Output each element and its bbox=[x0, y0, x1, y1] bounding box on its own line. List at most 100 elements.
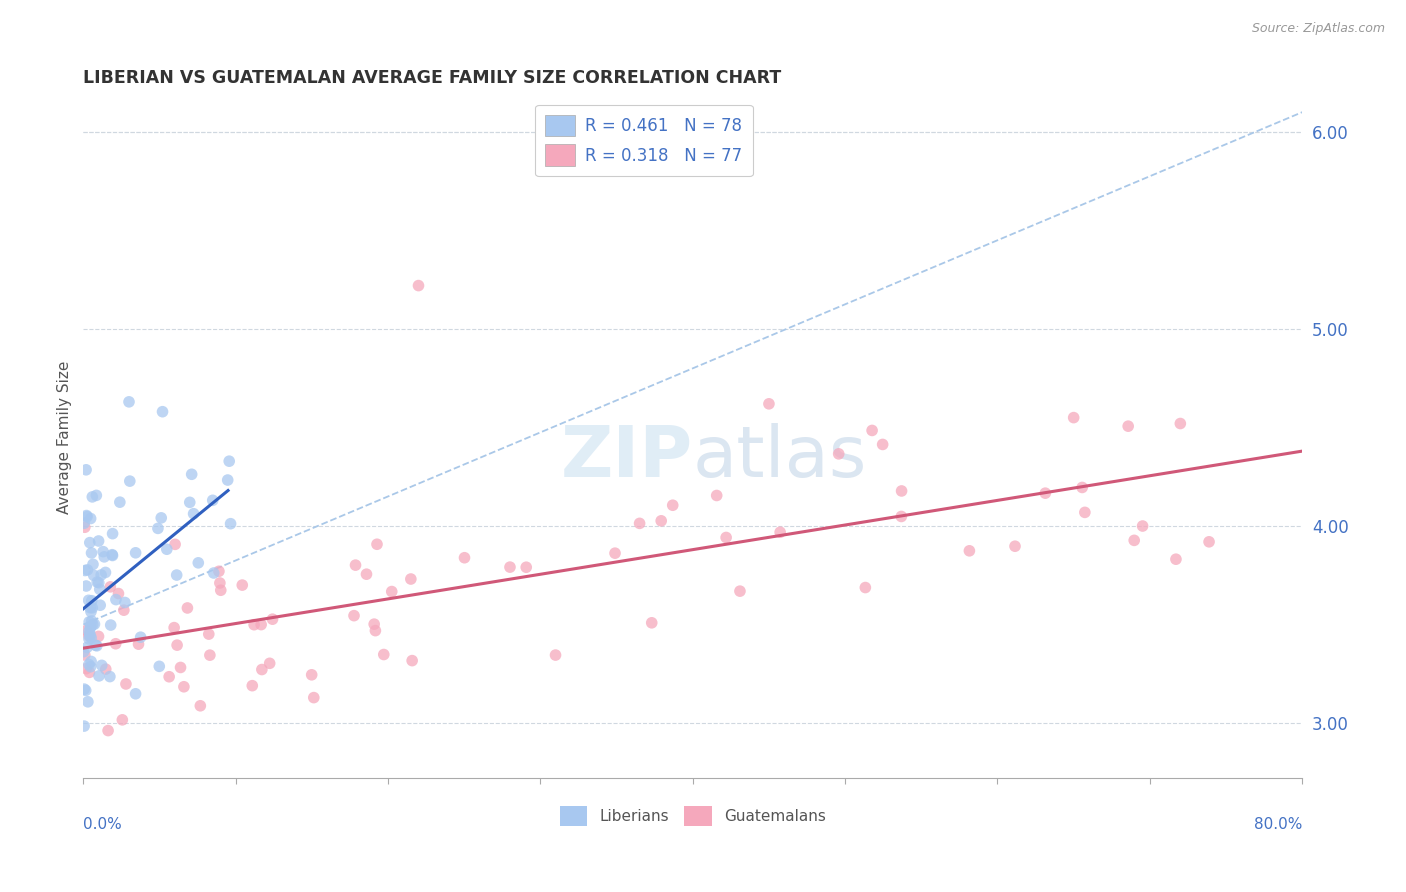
Text: LIBERIAN VS GUATEMALAN AVERAGE FAMILY SIZE CORRELATION CHART: LIBERIAN VS GUATEMALAN AVERAGE FAMILY SI… bbox=[83, 69, 782, 87]
Point bbox=[104, 637, 127, 651]
Point bbox=[209, 583, 232, 598]
Point bbox=[86, 639, 108, 653]
Point bbox=[148, 659, 170, 673]
Point bbox=[75, 579, 97, 593]
Point bbox=[76, 563, 98, 577]
Point bbox=[259, 657, 281, 671]
Point bbox=[1198, 534, 1220, 549]
Point bbox=[89, 582, 111, 597]
Point bbox=[628, 516, 651, 531]
Point bbox=[82, 600, 104, 615]
Point bbox=[243, 617, 266, 632]
Point bbox=[714, 531, 737, 545]
Point bbox=[361, 785, 384, 799]
Point bbox=[208, 576, 231, 591]
Point bbox=[302, 690, 325, 705]
Point bbox=[87, 629, 110, 643]
Point bbox=[301, 668, 323, 682]
Point bbox=[76, 624, 98, 638]
Point bbox=[101, 526, 124, 541]
Point bbox=[218, 454, 240, 468]
Point bbox=[77, 593, 100, 607]
Point bbox=[101, 549, 124, 563]
Point bbox=[240, 679, 263, 693]
Point bbox=[152, 405, 174, 419]
Point bbox=[1164, 552, 1187, 566]
Point bbox=[79, 535, 101, 549]
Point bbox=[515, 560, 537, 574]
Point bbox=[262, 612, 284, 626]
Point bbox=[73, 564, 96, 578]
Point bbox=[179, 495, 201, 509]
Point bbox=[90, 658, 112, 673]
Point bbox=[860, 424, 883, 438]
Point bbox=[1116, 419, 1139, 434]
Point bbox=[890, 509, 912, 524]
Point bbox=[188, 698, 211, 713]
Point bbox=[128, 637, 150, 651]
Point bbox=[80, 546, 103, 560]
Point bbox=[401, 654, 423, 668]
Point bbox=[79, 665, 101, 680]
Point bbox=[77, 629, 100, 643]
Point bbox=[76, 508, 98, 523]
Point bbox=[82, 617, 104, 632]
Point bbox=[82, 490, 104, 504]
Point bbox=[180, 467, 202, 482]
Point bbox=[107, 586, 129, 600]
Point bbox=[80, 655, 103, 669]
Point bbox=[112, 603, 135, 617]
Point bbox=[79, 600, 101, 615]
Point bbox=[73, 516, 96, 531]
Point bbox=[93, 549, 115, 564]
Point bbox=[79, 629, 101, 643]
Point bbox=[758, 397, 780, 411]
Point bbox=[73, 520, 96, 534]
Point bbox=[77, 615, 100, 629]
Point bbox=[82, 558, 104, 572]
Point bbox=[453, 550, 475, 565]
Point bbox=[1004, 539, 1026, 553]
Point bbox=[76, 509, 98, 524]
Point bbox=[84, 638, 107, 652]
Point bbox=[129, 630, 152, 644]
Point bbox=[115, 677, 138, 691]
Point bbox=[1063, 410, 1085, 425]
Point bbox=[157, 670, 180, 684]
Point bbox=[124, 687, 146, 701]
Text: ZIP: ZIP bbox=[561, 424, 693, 492]
Y-axis label: Average Family Size: Average Family Size bbox=[58, 360, 72, 514]
Point bbox=[77, 632, 100, 646]
Point bbox=[73, 682, 96, 697]
Point bbox=[176, 601, 198, 615]
Point bbox=[437, 791, 460, 805]
Point bbox=[80, 631, 103, 645]
Point bbox=[118, 474, 141, 488]
Point bbox=[187, 556, 209, 570]
Point bbox=[75, 463, 97, 477]
Point bbox=[150, 511, 173, 525]
Point bbox=[661, 498, 683, 512]
Point bbox=[77, 624, 100, 639]
Point bbox=[1123, 533, 1146, 548]
Point bbox=[90, 568, 112, 582]
Point bbox=[118, 394, 141, 409]
Point bbox=[201, 493, 224, 508]
Point bbox=[344, 558, 367, 573]
Point bbox=[86, 575, 108, 590]
Point bbox=[1168, 417, 1191, 431]
Text: atlas: atlas bbox=[693, 424, 868, 492]
Point bbox=[91, 544, 114, 558]
Point bbox=[87, 575, 110, 590]
Point bbox=[100, 618, 122, 632]
Point bbox=[872, 437, 894, 451]
Point bbox=[343, 608, 366, 623]
Point bbox=[94, 566, 117, 580]
Point bbox=[75, 662, 97, 676]
Point bbox=[165, 537, 187, 551]
Point bbox=[853, 581, 876, 595]
Point bbox=[166, 638, 188, 652]
Point bbox=[366, 537, 388, 551]
Point bbox=[77, 695, 100, 709]
Point bbox=[364, 624, 387, 638]
